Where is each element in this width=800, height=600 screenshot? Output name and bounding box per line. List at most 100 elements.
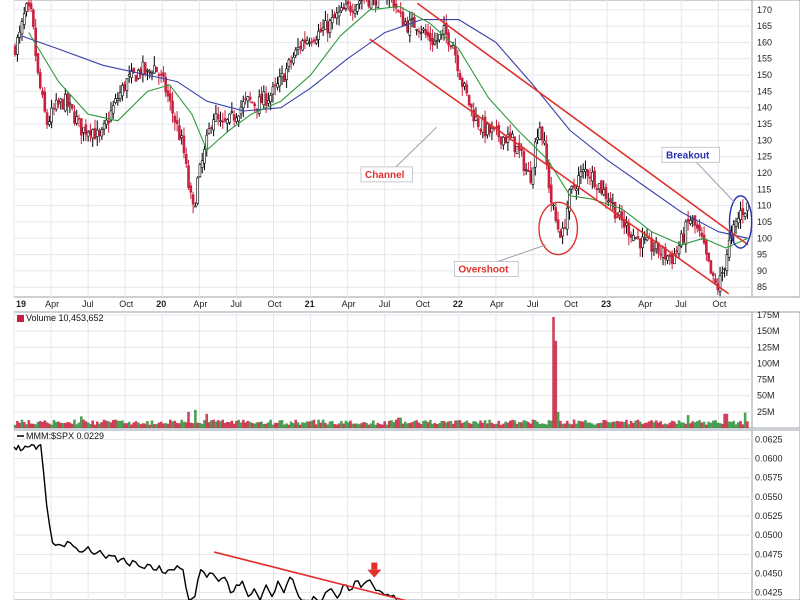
candle-body bbox=[422, 28, 425, 31]
volume-bar bbox=[127, 421, 131, 428]
volume-bar bbox=[298, 424, 302, 428]
volume-bar bbox=[641, 424, 644, 428]
candle-body bbox=[219, 120, 222, 123]
candle-body bbox=[310, 41, 314, 43]
candle-body bbox=[575, 188, 578, 191]
candle-body bbox=[93, 128, 97, 140]
volume-bar bbox=[114, 419, 117, 428]
candle-body bbox=[741, 208, 745, 216]
candle-body bbox=[27, 2, 31, 7]
volume-bar bbox=[661, 424, 665, 428]
volume-bar bbox=[602, 419, 606, 428]
candle-body bbox=[349, 5, 352, 12]
volume-bar bbox=[381, 424, 384, 428]
candle-body bbox=[166, 90, 170, 97]
candle-body bbox=[524, 169, 528, 171]
volume-bar bbox=[374, 424, 377, 428]
candle-body bbox=[248, 96, 252, 100]
volume-bar bbox=[134, 421, 138, 428]
volume-bar bbox=[52, 420, 56, 428]
candle-body bbox=[629, 234, 633, 238]
volume-bar bbox=[157, 422, 161, 428]
volume-bar bbox=[310, 420, 314, 428]
candle-body bbox=[659, 253, 663, 256]
volume-bar bbox=[711, 420, 715, 428]
candle-body bbox=[727, 239, 731, 258]
candle-body bbox=[271, 86, 275, 95]
candle-body bbox=[312, 39, 316, 42]
candle-body bbox=[244, 98, 247, 100]
volume-bar bbox=[260, 421, 263, 428]
price-tick-label: 165 bbox=[757, 21, 772, 31]
candle-body bbox=[38, 72, 42, 89]
volume-bar bbox=[559, 420, 562, 428]
candle-body bbox=[643, 238, 647, 240]
candle-body bbox=[159, 73, 163, 76]
candle-body bbox=[543, 140, 546, 144]
volume-bar bbox=[168, 419, 172, 428]
volume-bar bbox=[604, 420, 608, 428]
candle-body bbox=[305, 39, 309, 45]
volume-bar bbox=[401, 423, 405, 428]
price-tick-label: 95 bbox=[757, 250, 767, 260]
candle-body bbox=[611, 201, 615, 204]
x-tick-label: Jul bbox=[379, 299, 391, 309]
volume-bar bbox=[178, 423, 181, 428]
volume-bar bbox=[91, 420, 95, 428]
volume-title: Volume 10,453,652 bbox=[26, 313, 104, 323]
candle-body bbox=[677, 245, 681, 255]
volume-bar bbox=[385, 424, 389, 428]
volume-bar bbox=[95, 421, 99, 428]
volume-bar bbox=[205, 413, 209, 428]
candle-body bbox=[344, 3, 348, 9]
volume-bar bbox=[721, 423, 724, 428]
candle-body bbox=[627, 222, 631, 237]
volume-bar bbox=[476, 423, 480, 428]
candle-body bbox=[410, 18, 414, 20]
candle-body bbox=[77, 118, 81, 120]
candle-body bbox=[13, 45, 17, 55]
volume-bar bbox=[146, 421, 149, 428]
volume-bar bbox=[321, 419, 325, 428]
volume-bar bbox=[214, 421, 218, 428]
volume-bar bbox=[705, 424, 708, 428]
volume-bar bbox=[737, 422, 740, 428]
volume-bar bbox=[606, 421, 610, 428]
volume-bar bbox=[187, 411, 190, 428]
candle-body bbox=[709, 260, 713, 274]
candle-body bbox=[337, 11, 341, 17]
volume-bar bbox=[182, 421, 186, 428]
volume-bar bbox=[497, 420, 501, 428]
volume-bar bbox=[93, 424, 97, 428]
candle-body bbox=[458, 73, 462, 80]
candle-body bbox=[314, 39, 318, 44]
volume-bar bbox=[219, 421, 222, 428]
volume-bar bbox=[568, 423, 571, 428]
volume-bar bbox=[349, 420, 352, 428]
volume-bar bbox=[223, 422, 227, 428]
volume-bar bbox=[403, 421, 407, 428]
volume-tick-label: 75M bbox=[757, 375, 775, 385]
volume-bar bbox=[600, 422, 603, 428]
candle-body bbox=[356, 4, 359, 12]
volume-bar bbox=[518, 422, 521, 428]
volume-bar bbox=[700, 422, 704, 428]
candle-body bbox=[157, 74, 161, 77]
candle-body bbox=[392, 0, 396, 8]
candle-body bbox=[531, 167, 535, 185]
volume-bar bbox=[330, 420, 334, 428]
candle-body bbox=[262, 91, 266, 106]
x-tick-label: Apr bbox=[490, 299, 504, 309]
candle-body bbox=[178, 125, 181, 140]
candle-body bbox=[490, 127, 494, 133]
volume-bar bbox=[431, 423, 434, 428]
candle-body bbox=[424, 29, 428, 35]
volume-bar bbox=[257, 422, 261, 428]
volume-bar bbox=[358, 424, 361, 428]
volume-bar bbox=[698, 420, 701, 428]
volume-bar bbox=[440, 420, 444, 428]
candle-body bbox=[522, 151, 526, 172]
candle-body bbox=[474, 116, 478, 121]
breakout-label-box bbox=[661, 146, 720, 163]
